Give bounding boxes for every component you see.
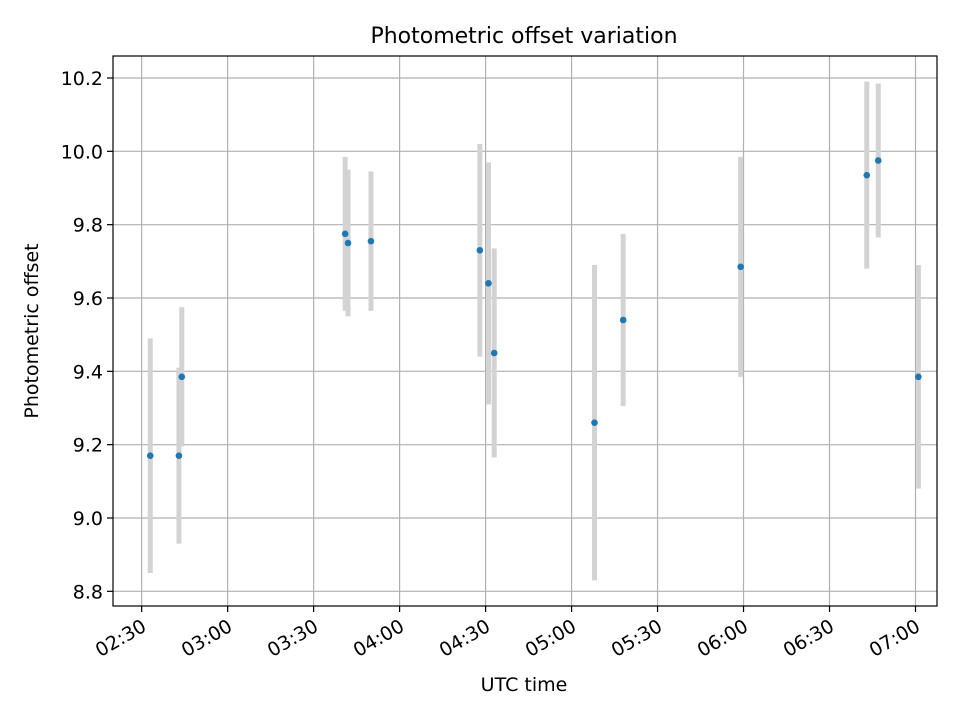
y-axis-label: Photometric offset xyxy=(21,243,43,418)
data-points xyxy=(146,157,922,459)
x-tick-label: 04:00 xyxy=(350,615,408,661)
data-point xyxy=(619,316,627,324)
plot-area xyxy=(112,55,938,607)
data-point xyxy=(175,452,183,459)
x-tick-label: 06:00 xyxy=(694,615,752,661)
data-point xyxy=(591,419,598,426)
x-axis-ticks: 02:30 03:00 03:30 04:00 04:30 05:00 05:30 06:00… xyxy=(92,606,924,662)
y-tick-label: 9.8 xyxy=(73,215,103,237)
y-axis-ticks: 8.8 9.0 9.2 9.4 9.6 9.8 10.0 10.2 xyxy=(61,68,113,603)
data-point xyxy=(344,239,352,247)
y-tick-label: 9.6 xyxy=(73,288,103,310)
x-tick-label: 07:00 xyxy=(866,615,924,661)
data-point xyxy=(737,263,744,271)
x-tick-label: 05:00 xyxy=(522,615,580,661)
data-point xyxy=(915,373,922,381)
data-point xyxy=(863,171,871,179)
y-tick-label: 9.0 xyxy=(73,508,103,530)
y-tick-label: 10.2 xyxy=(61,68,103,90)
data-point xyxy=(485,280,492,287)
data-point xyxy=(490,349,498,357)
x-tick-label: 06:30 xyxy=(780,615,838,661)
y-tick-label: 9.2 xyxy=(73,435,103,457)
data-point xyxy=(146,452,154,459)
x-tick-label: 03:30 xyxy=(264,615,322,661)
y-tick-label: 8.8 xyxy=(73,581,103,603)
data-point xyxy=(367,237,375,245)
data-point xyxy=(476,247,484,254)
x-tick-label: 02:30 xyxy=(92,615,150,661)
chart-title: Photometric offset variation xyxy=(370,24,677,49)
y-tick-label: 9.4 xyxy=(73,361,103,383)
x-tick-label: 03:00 xyxy=(178,615,236,661)
data-point xyxy=(178,373,186,381)
error-bars xyxy=(147,81,921,581)
x-tick-label: 05:30 xyxy=(608,615,666,661)
data-point xyxy=(341,230,349,238)
y-tick-label: 10.0 xyxy=(61,141,103,163)
x-axis-label: UTC time xyxy=(481,674,568,696)
x-tick-label: 04:30 xyxy=(436,615,494,661)
grid xyxy=(113,56,937,606)
data-point xyxy=(874,157,882,164)
